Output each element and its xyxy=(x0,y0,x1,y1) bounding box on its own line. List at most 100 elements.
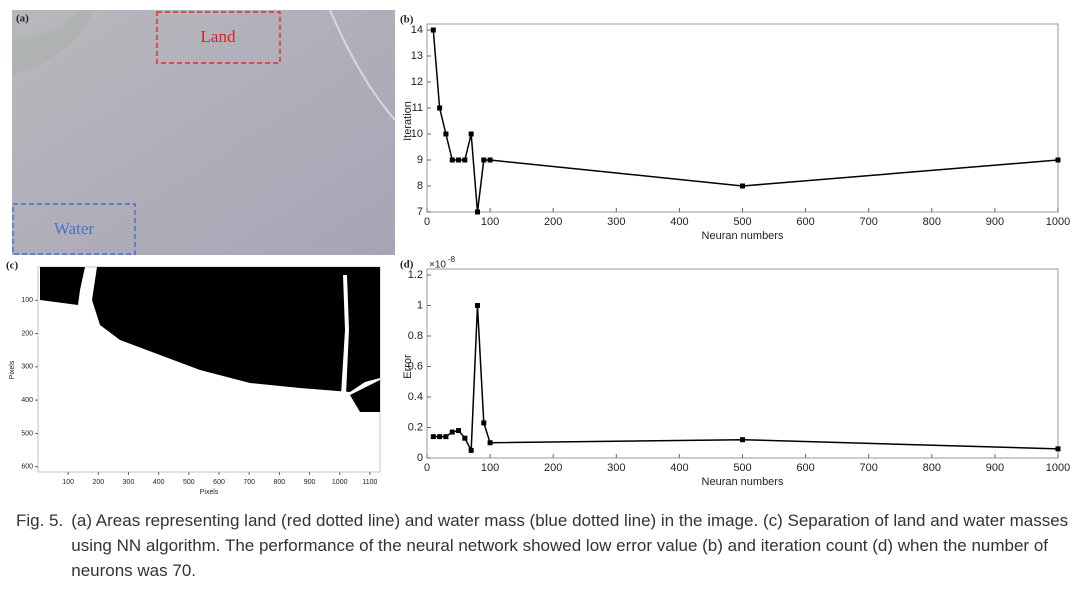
data-point xyxy=(456,428,462,434)
panel-label: (b) xyxy=(400,14,414,26)
y-tick-label: 1.2 xyxy=(408,269,423,281)
land-region xyxy=(92,267,380,392)
x-tick-label: 1000 xyxy=(332,479,348,486)
y-tick-label: 300 xyxy=(21,364,33,371)
x-tick-label: 200 xyxy=(544,462,562,474)
data-point xyxy=(487,440,493,446)
x-tick-label: 200 xyxy=(544,216,562,228)
panel-label: (a) xyxy=(16,13,29,25)
data-point xyxy=(740,437,745,443)
x-tick-label: 100 xyxy=(481,216,499,228)
x-tick-label: 300 xyxy=(607,216,625,228)
x-axis-label: Neuran numbers xyxy=(702,230,784,242)
x-tick-label: 800 xyxy=(923,216,941,228)
x-tick-label: 1100 xyxy=(362,479,377,486)
x-tick-label: 400 xyxy=(670,216,688,228)
data-point xyxy=(437,434,443,440)
x-tick-label: 100 xyxy=(481,462,499,474)
water-channel xyxy=(341,275,349,395)
x-tick-label: 300 xyxy=(607,462,625,474)
axis-multiplier: ×10 xyxy=(429,260,446,271)
x-tick-label: 1000 xyxy=(1046,462,1070,474)
y-tick-label: 600 xyxy=(21,464,33,471)
land-box xyxy=(156,11,281,64)
y-tick-label: 7 xyxy=(417,206,423,218)
data-point xyxy=(481,420,487,426)
y-tick-label: 11 xyxy=(412,102,423,114)
data-point xyxy=(474,303,480,308)
data-point xyxy=(430,27,436,33)
land-region xyxy=(350,380,380,412)
y-tick-label: 12 xyxy=(411,76,423,88)
caption-text: (a) Areas representing land (red dotted … xyxy=(71,511,1069,580)
data-point xyxy=(481,157,487,163)
x-tick-label: 1000 xyxy=(1046,216,1070,228)
x-tick-label: 600 xyxy=(796,462,814,474)
data-point xyxy=(740,183,745,189)
x-tick-label: 100 xyxy=(62,479,74,486)
y-tick-label: 9 xyxy=(417,154,423,166)
x-tick-label: 200 xyxy=(92,479,104,486)
data-point xyxy=(468,447,474,453)
y-tick-label: 100 xyxy=(21,297,33,304)
x-tick-label: 900 xyxy=(986,462,1004,474)
x-tick-label: 800 xyxy=(274,479,286,486)
data-point xyxy=(1055,446,1061,452)
x-tick-label: 700 xyxy=(243,479,255,486)
x-tick-label: 500 xyxy=(733,216,751,228)
data-point xyxy=(437,105,443,111)
caption: Fig. 5. (a) Areas representing land (red… xyxy=(16,508,1076,583)
y-tick-label: 0.2 xyxy=(408,421,423,433)
x-tick-label: 500 xyxy=(733,462,751,474)
data-point xyxy=(449,157,455,163)
y-tick-label: 13 xyxy=(411,50,423,62)
x-tick-label: 0 xyxy=(424,216,430,228)
y-tick-label: 0 xyxy=(417,452,423,464)
data-point xyxy=(456,157,462,163)
data-point xyxy=(443,434,449,440)
x-tick-label: 700 xyxy=(860,462,878,474)
image-ridge xyxy=(329,9,396,121)
x-tick-label: 300 xyxy=(123,479,135,486)
y-tick-label: 8 xyxy=(417,180,423,192)
data-point xyxy=(487,157,493,163)
x-tick-label: 900 xyxy=(986,216,1004,228)
satellite-image xyxy=(12,10,395,255)
x-tick-label: 800 xyxy=(923,462,941,474)
x-tick-label: 900 xyxy=(304,479,316,486)
data-point xyxy=(1055,157,1061,163)
y-tick-label: 0.8 xyxy=(408,330,423,342)
water-label: Water xyxy=(54,219,94,238)
land-region xyxy=(40,267,85,305)
x-tick-label: 400 xyxy=(670,462,688,474)
y-tick-label: 14 xyxy=(411,24,423,36)
y-tick-label: 1 xyxy=(417,299,423,311)
y-axis-label: Pixels xyxy=(9,360,16,379)
series-line xyxy=(432,29,1059,213)
y-tick-label: 400 xyxy=(21,397,33,404)
data-point xyxy=(462,435,468,441)
plot-frame xyxy=(426,268,1059,459)
y-tick-label: 10 xyxy=(411,128,423,140)
y-tick-label: 200 xyxy=(21,330,33,337)
y-tick-label: 500 xyxy=(21,430,33,437)
data-point xyxy=(443,131,449,137)
caption-number: Fig. 5. xyxy=(16,511,64,530)
image-shading xyxy=(12,10,95,75)
panel-label: (c) xyxy=(6,260,19,272)
water-box xyxy=(12,203,136,255)
data-point xyxy=(468,131,474,137)
x-axis-label: Neuran numbers xyxy=(702,476,784,488)
y-axis-label: Error xyxy=(402,354,414,379)
classified-image xyxy=(37,266,381,473)
x-tick-label: 500 xyxy=(183,479,195,486)
y-axis-label: Iteration xyxy=(402,101,414,141)
x-tick-label: 700 xyxy=(860,216,878,228)
land-label: Land xyxy=(201,27,236,46)
data-point xyxy=(449,429,455,435)
x-axis-label: Pixels xyxy=(200,489,219,496)
y-tick-label: 0.6 xyxy=(408,360,423,372)
data-point xyxy=(462,157,468,163)
figure: (a) Land Water (c) 100 200 300 400 500 600 700… xyxy=(6,9,1070,496)
